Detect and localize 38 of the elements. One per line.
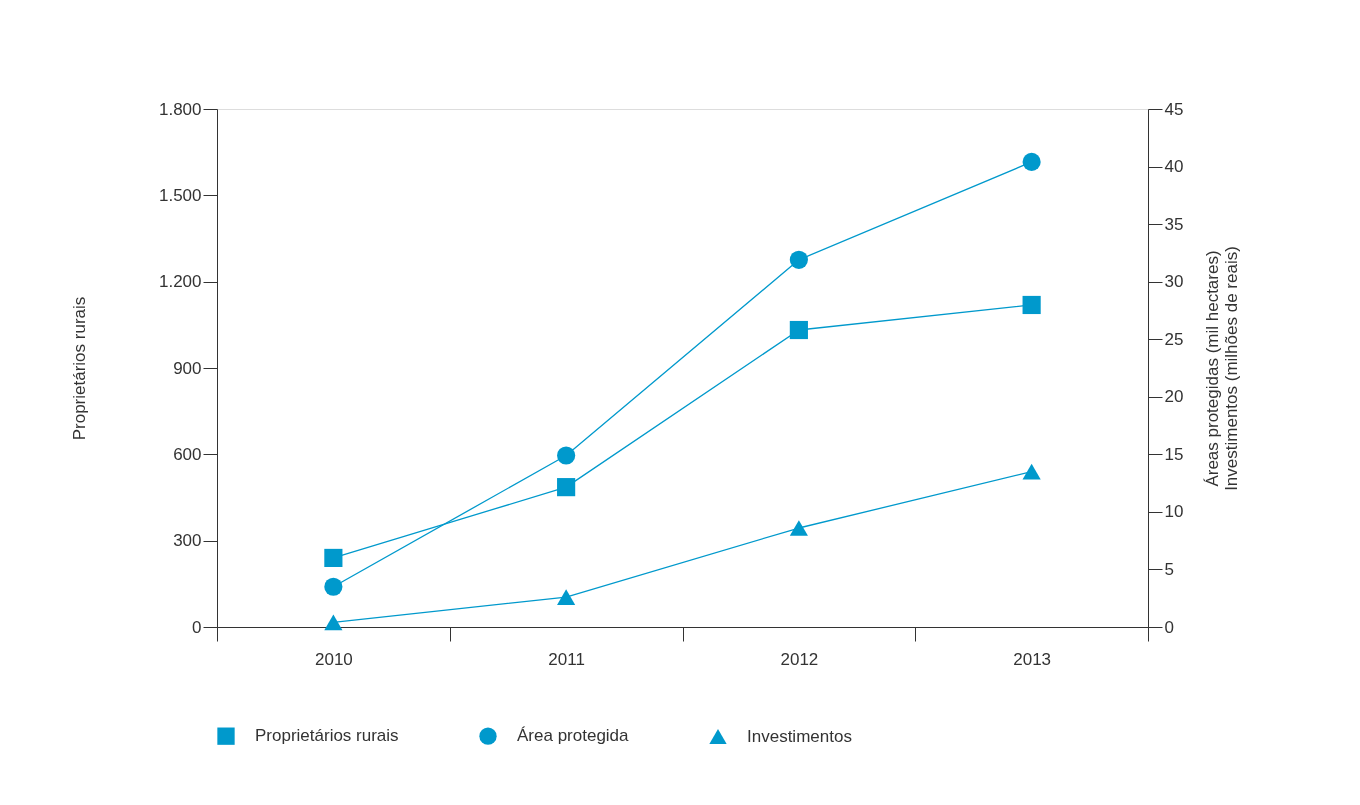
point — [324, 548, 343, 568]
y2-tick-label: 45 — [1164, 99, 1184, 119]
x-tick-label: 2013 — [1013, 649, 1052, 669]
y2-tick-label: 35 — [1164, 214, 1184, 234]
legend-label: Investimentos — [747, 726, 852, 746]
point — [789, 250, 808, 269]
y-tick-label: 1.500 — [158, 185, 202, 205]
x-tick-label: 2011 — [548, 649, 585, 669]
y-tick-label: 0 — [192, 617, 202, 637]
y2-tick-label: 30 — [1164, 272, 1184, 292]
legend-label: Área protegida — [517, 726, 630, 746]
point — [557, 446, 576, 465]
y2-tick-label: 5 — [1164, 559, 1174, 579]
y2-tick-label: 15 — [1164, 444, 1184, 464]
x-tick-label: 2010 — [314, 649, 353, 669]
point — [324, 577, 343, 596]
y-tick-label: 600 — [173, 444, 202, 464]
y2-tick-label: 10 — [1164, 502, 1184, 522]
y-tick-label: 300 — [173, 531, 202, 551]
y-tick-label: 1.200 — [158, 272, 202, 292]
legend-label: Proprietários rurais — [255, 726, 399, 746]
y2-tick-label: 0 — [1164, 617, 1174, 637]
y-tick-label: 1.800 — [158, 99, 202, 119]
point — [557, 589, 576, 605]
y-axis-title: Proprietários rurais — [69, 296, 89, 441]
point — [557, 478, 576, 497]
y2-tick-label: 40 — [1164, 157, 1184, 177]
y2-axis-title: Áreas protegidas (mil hectares) Investimentos (milhões de reais) — [1203, 246, 1242, 491]
point — [1022, 295, 1041, 315]
y-tick-label: 900 — [173, 358, 202, 378]
point — [1022, 463, 1041, 480]
y2-tick-label: 20 — [1164, 387, 1184, 407]
point — [789, 520, 808, 536]
point — [324, 614, 343, 631]
x-tick-label: 2012 — [780, 649, 819, 669]
point — [789, 320, 808, 340]
y2-tick-label: 25 — [1164, 329, 1184, 349]
point — [1022, 152, 1041, 172]
